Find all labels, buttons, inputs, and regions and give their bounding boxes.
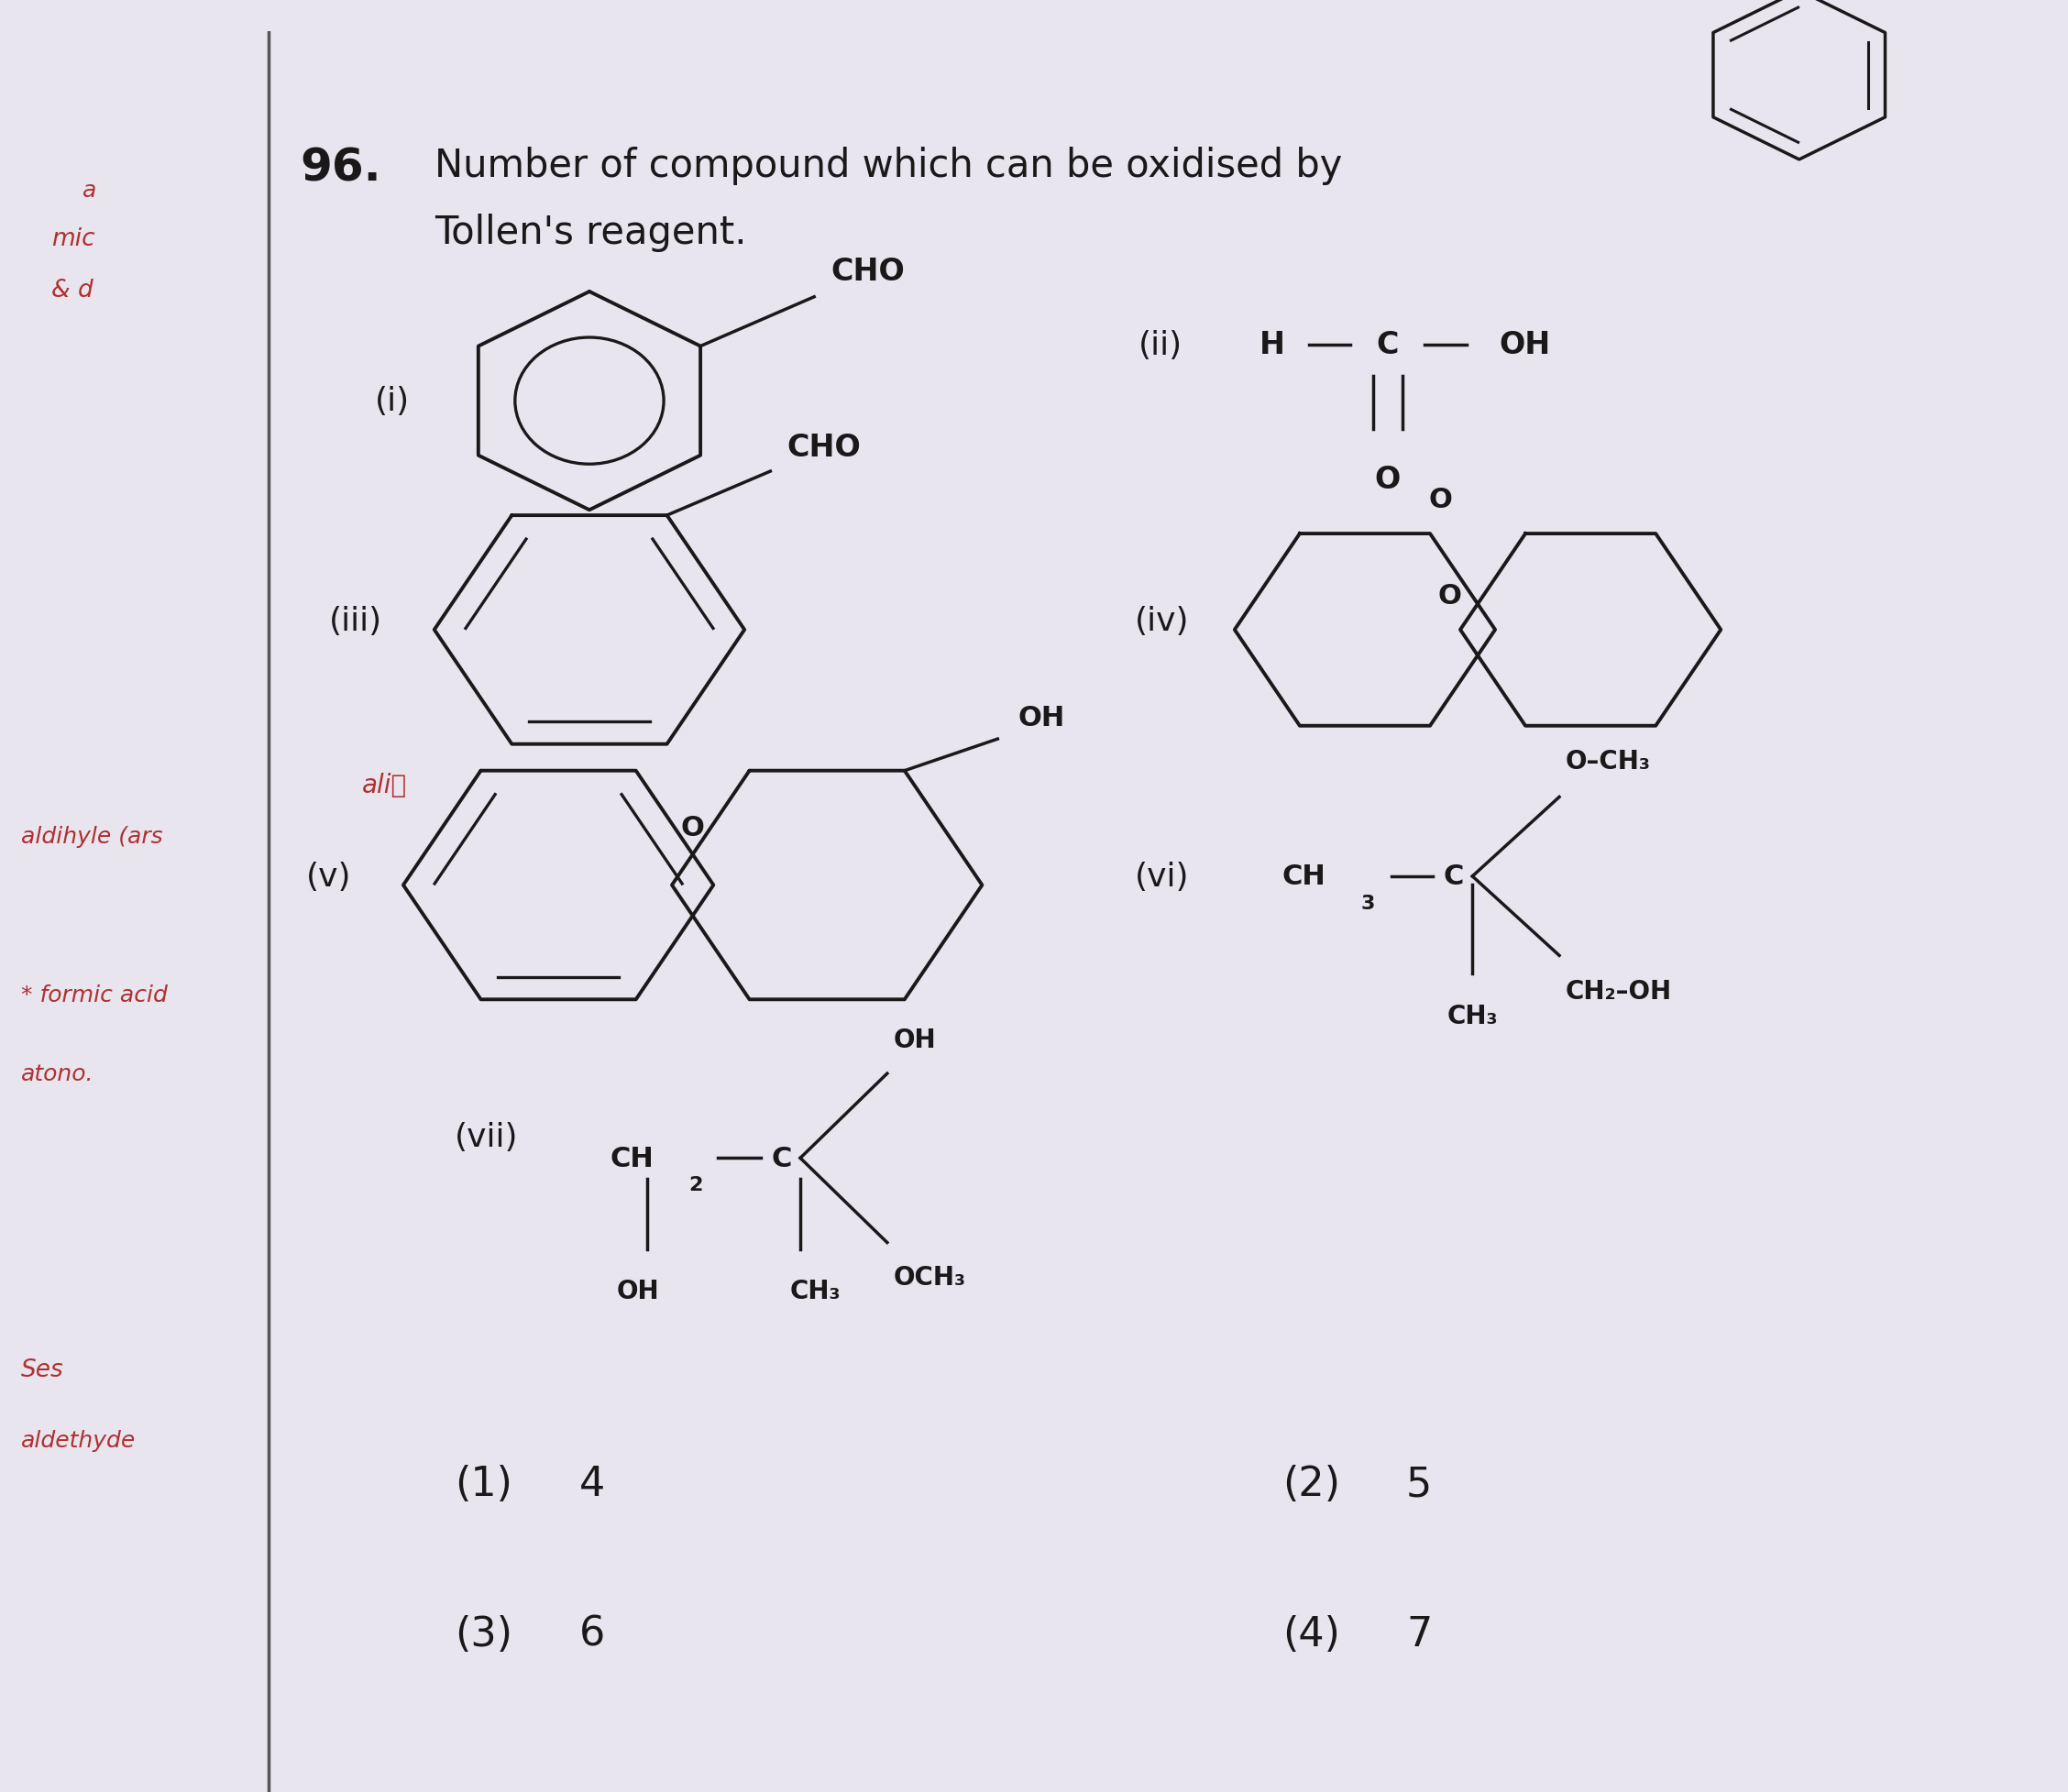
Text: (ii): (ii) (1139, 330, 1183, 360)
Text: CH: CH (610, 1145, 653, 1172)
Text: C: C (771, 1145, 792, 1172)
Text: aldihyle (ars: aldihyle (ars (21, 824, 163, 848)
Text: (2): (2) (1282, 1464, 1340, 1503)
Text: CH₃: CH₃ (1448, 1004, 1497, 1029)
Text: 6: 6 (579, 1615, 606, 1654)
Text: OCH₃: OCH₃ (893, 1263, 966, 1290)
Text: OH: OH (1499, 330, 1551, 360)
Text: (1): (1) (455, 1464, 513, 1503)
Text: atono.: atono. (21, 1063, 93, 1084)
Text: O: O (1375, 464, 1400, 495)
Text: (iv): (iv) (1135, 606, 1189, 636)
Text: 2: 2 (689, 1176, 703, 1193)
Text: O: O (1429, 486, 1452, 513)
Text: (i): (i) (374, 385, 409, 418)
Text: Ses: Ses (21, 1358, 64, 1382)
Text: mic: mic (52, 228, 95, 251)
Text: O: O (1437, 582, 1462, 609)
Text: Number of compound which can be oxidised by: Number of compound which can be oxidised… (434, 147, 1342, 185)
Text: 4: 4 (579, 1464, 606, 1503)
Text: OH: OH (1017, 704, 1065, 731)
Text: (4): (4) (1282, 1615, 1340, 1654)
Text: O–CH₃: O–CH₃ (1565, 749, 1650, 774)
Text: CHO: CHO (831, 256, 904, 287)
Text: 5: 5 (1406, 1464, 1433, 1503)
Text: CH: CH (1282, 864, 1326, 891)
Text: a: a (83, 179, 97, 201)
Text: C: C (1443, 864, 1464, 891)
Text: 3: 3 (1361, 894, 1375, 912)
Text: CH₃: CH₃ (790, 1278, 842, 1303)
Text: (iii): (iii) (329, 606, 383, 636)
Text: (vi): (vi) (1135, 862, 1189, 892)
Text: OH: OH (893, 1027, 937, 1052)
Text: CHO: CHO (786, 434, 860, 462)
Text: (v): (v) (306, 862, 352, 892)
Text: & d: & d (52, 278, 93, 303)
Text: aliⲝ: aliⲝ (362, 772, 407, 797)
Text: Tollen's reagent.: Tollen's reagent. (434, 213, 747, 251)
Text: C: C (1377, 330, 1398, 360)
Text: * formic acid: * formic acid (21, 984, 168, 1005)
Text: aldethyde: aldethyde (21, 1428, 136, 1452)
Text: OH: OH (616, 1278, 660, 1303)
Text: O: O (680, 815, 705, 842)
Text: (3): (3) (455, 1615, 513, 1654)
Text: 7: 7 (1406, 1615, 1433, 1654)
Text: 96.: 96. (300, 147, 381, 190)
Text: (vii): (vii) (455, 1122, 519, 1152)
Text: H: H (1259, 330, 1284, 360)
Text: CH₂–OH: CH₂–OH (1565, 978, 1671, 1004)
